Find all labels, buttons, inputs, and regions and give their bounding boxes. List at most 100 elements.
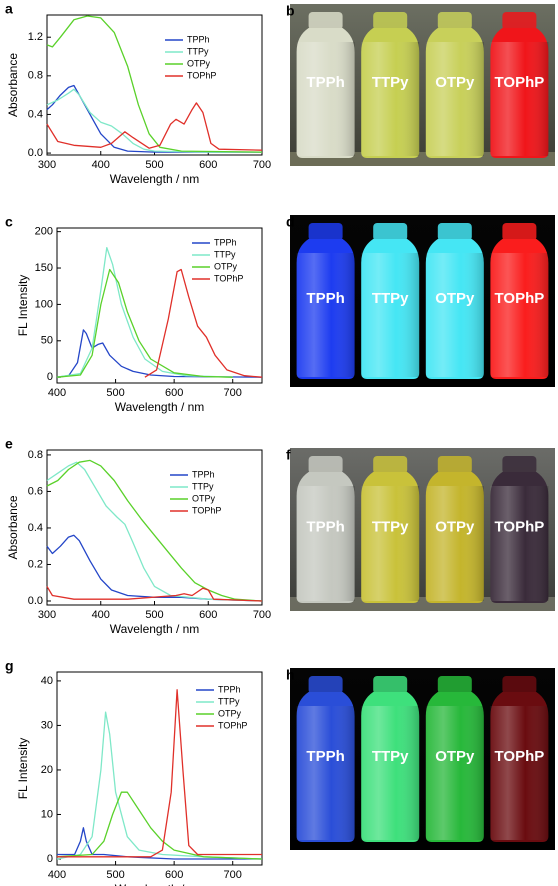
y-tick-label: 0.6 (28, 485, 43, 497)
legend-label: TPPh (218, 684, 241, 694)
x-tick-label: 300 (38, 159, 56, 171)
photo-floor (290, 152, 555, 166)
legend-label: TPPh (214, 237, 237, 247)
series-line (56, 791, 263, 860)
legend-label: TOPhP (192, 505, 221, 515)
x-axis-title: Wavelength / nm (115, 882, 205, 886)
x-tick-label: 600 (165, 869, 183, 881)
x-tick-label: 400 (92, 159, 110, 171)
vial-label: TOPhP (495, 518, 545, 535)
series-line (46, 15, 263, 153)
legend-label: OTPy (187, 58, 211, 68)
photo-floor (290, 597, 555, 611)
plot-frame (46, 14, 263, 156)
vial-neck (502, 223, 537, 241)
x-tick-label: 700 (253, 159, 271, 171)
vial-neck (373, 456, 408, 474)
vial-shine (425, 706, 484, 840)
panel-letter: f (286, 447, 291, 463)
x-tick-label: 400 (48, 869, 66, 881)
vial-label: TPPh (306, 74, 344, 91)
y-tick-label: 200 (35, 226, 53, 238)
plot-frame (46, 449, 263, 606)
panel-letter: d (286, 214, 295, 230)
y-axis-title: FL Intensity (16, 275, 30, 337)
legend-label: TTPy (214, 249, 236, 259)
x-tick-label: 600 (199, 609, 217, 621)
y-tick-label: 0.8 (28, 449, 43, 461)
vial-neck (308, 12, 343, 30)
vial-label: TTPy (372, 748, 409, 765)
y-tick-label: 1.2 (28, 31, 43, 43)
panel-letter: h (286, 667, 295, 683)
vial-neck (308, 676, 343, 694)
plot-frame (56, 227, 263, 384)
x-tick-label: 700 (224, 387, 242, 399)
y-tick-label: 40 (41, 675, 53, 687)
y-axis-title: FL Intensity (16, 738, 30, 800)
vial-shine (490, 42, 549, 156)
legend-label: TOPhP (218, 720, 247, 730)
series-line (144, 268, 263, 378)
y-tick-label: 10 (41, 808, 53, 820)
y-tick-label: 50 (41, 335, 53, 347)
series-line (46, 88, 262, 153)
vial-shine (296, 706, 355, 840)
vial-label: TOPhP (495, 290, 545, 307)
y-tick-label: 0.0 (28, 147, 43, 159)
panel-letter: c (5, 214, 13, 230)
photo-floor (290, 836, 555, 850)
plot-frame (56, 671, 263, 866)
vial-label: OTPy (435, 518, 475, 535)
y-tick-label: 0.0 (28, 595, 43, 607)
vial-label: OTPy (435, 74, 475, 91)
vial-shine (361, 42, 420, 156)
y-tick-label: 20 (41, 764, 53, 776)
series-line (46, 534, 263, 602)
y-tick-label: 0.4 (28, 108, 43, 120)
vial-neck (502, 456, 537, 474)
y-tick-label: 0.8 (28, 70, 43, 82)
series-line (56, 329, 263, 378)
series-line (46, 461, 263, 602)
vial-neck (308, 456, 343, 474)
vial-neck (308, 223, 343, 241)
series-line (57, 827, 262, 860)
x-tick-label: 500 (145, 609, 163, 621)
vial-label: OTPy (435, 748, 475, 765)
vial-neck (373, 223, 408, 241)
series-line (56, 246, 233, 378)
series-line (46, 84, 262, 153)
vial-shine (361, 706, 420, 840)
vial-shine (425, 253, 484, 377)
vial-shine (296, 253, 355, 377)
vial-shine (296, 42, 355, 156)
vial-neck (437, 12, 472, 30)
vial-neck (437, 456, 472, 474)
legend-label: OTPy (218, 708, 242, 718)
x-tick-label: 400 (48, 387, 66, 399)
vial-neck (502, 676, 537, 694)
vial-neck (502, 12, 537, 30)
vial-neck (373, 12, 408, 30)
vial-label: TTPy (372, 290, 409, 307)
x-tick-label: 600 (199, 159, 217, 171)
vial-shine (490, 253, 549, 377)
vial-neck (437, 676, 472, 694)
series-line (56, 711, 263, 860)
x-tick-label: 700 (224, 869, 242, 881)
vial-shine (296, 486, 355, 601)
series-line (46, 102, 263, 151)
x-axis-title: Wavelength / nm (110, 622, 200, 636)
legend-label: TOPhP (187, 70, 216, 80)
vial-label: TTPy (372, 74, 409, 91)
x-tick-label: 600 (165, 387, 183, 399)
x-tick-label: 500 (106, 869, 124, 881)
vial-label: OTPy (435, 290, 475, 307)
vial-shine (490, 706, 549, 840)
series-line (57, 689, 262, 858)
vial-shine (425, 42, 484, 156)
vial-neck (373, 676, 408, 694)
vial-neck (437, 223, 472, 241)
